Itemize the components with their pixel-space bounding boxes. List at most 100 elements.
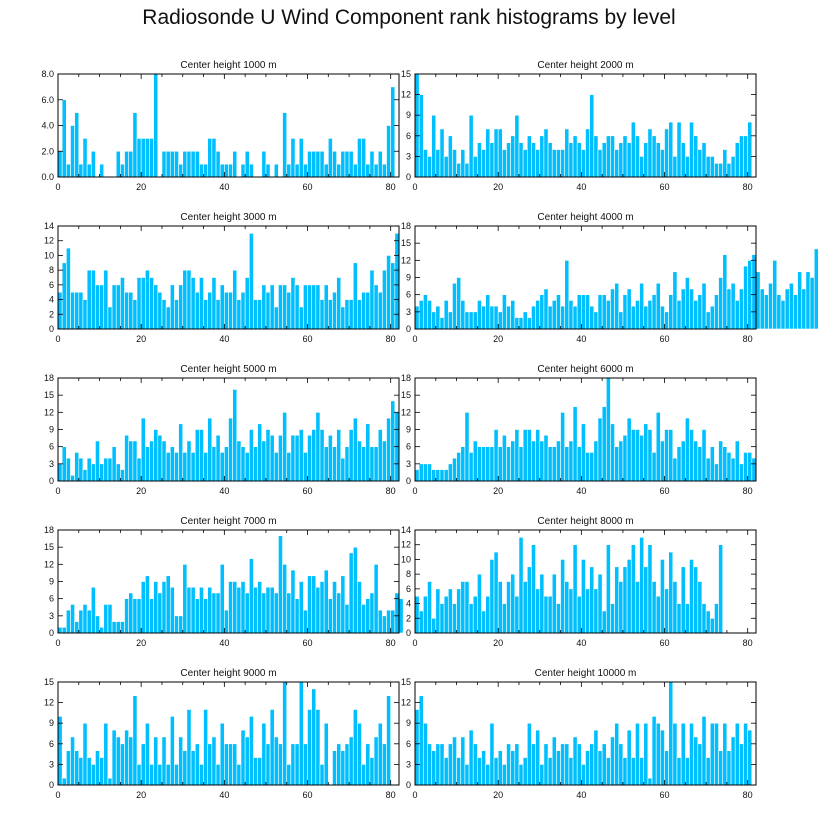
bar: [506, 581, 511, 634]
bar: [472, 311, 478, 330]
bar: [618, 311, 624, 330]
bar: [369, 757, 375, 786]
bar: [278, 743, 283, 786]
y-tick-label: 0: [406, 476, 411, 486]
bar: [605, 135, 611, 178]
y-tick-label: 12: [44, 407, 54, 417]
bar: [70, 291, 75, 330]
bar: [427, 743, 432, 786]
bar: [282, 681, 288, 786]
bar: [726, 288, 732, 330]
bar: [593, 311, 599, 330]
x-tick-label: 60: [660, 486, 670, 496]
bar: [510, 135, 516, 178]
bar: [145, 446, 150, 482]
y-tick-label: 15: [401, 677, 411, 687]
bar: [273, 306, 279, 330]
bar: [373, 446, 379, 482]
y-tick-label: 6: [406, 290, 411, 300]
bar: [128, 440, 134, 482]
x-tick-label: 80: [743, 638, 753, 648]
bar: [90, 269, 96, 330]
bar: [605, 300, 611, 330]
panel-title: Center height 5000 m: [180, 364, 276, 375]
bar: [452, 603, 457, 634]
bar: [236, 440, 242, 482]
x-tick-label: 60: [303, 638, 313, 648]
bar: [593, 588, 599, 634]
bar: [211, 592, 217, 634]
bar: [701, 716, 707, 786]
bar: [452, 736, 457, 786]
bar: [477, 300, 482, 330]
bar: [601, 610, 607, 634]
bar: [668, 429, 674, 482]
bar: [286, 764, 292, 786]
bar: [357, 299, 362, 330]
bar: [739, 135, 744, 178]
bar: [224, 446, 229, 482]
main-title: Radiosonde U Wind Component rank histogr…: [142, 6, 676, 29]
bar: [535, 429, 541, 482]
bar: [639, 156, 645, 178]
bar: [497, 311, 503, 330]
bar: [228, 163, 233, 178]
bar: [70, 474, 75, 482]
bar: [228, 417, 233, 482]
bar: [439, 128, 445, 178]
bar: [651, 452, 657, 482]
bar: [747, 121, 753, 178]
bar: [739, 463, 744, 482]
bar: [257, 299, 263, 330]
bar: [443, 469, 449, 482]
bar: [535, 149, 541, 178]
bar: [107, 457, 113, 482]
panel-10: Center height 10000 m 0 3 6 9 12 15 0 20 40 60 80: [401, 668, 757, 800]
y-tick-label: 6: [49, 280, 54, 290]
bar: [705, 757, 711, 786]
y-tick-label: 9: [406, 110, 411, 120]
y-tick-label: 0: [406, 628, 411, 638]
bar: [668, 294, 674, 330]
bar: [547, 446, 553, 482]
bar: [336, 743, 342, 786]
bar: [219, 722, 225, 786]
bar: [273, 163, 279, 178]
bar: [203, 598, 209, 634]
bar: [153, 73, 159, 178]
x-tick-label: 0: [412, 638, 417, 648]
bar: [303, 452, 308, 482]
bar: [477, 446, 482, 482]
bar: [676, 603, 682, 634]
bar: [605, 544, 611, 634]
y-tick-label: 15: [44, 677, 54, 687]
bar: [74, 112, 80, 178]
bar: [248, 558, 254, 634]
bar: [610, 423, 615, 482]
bar: [526, 566, 532, 634]
bar: [319, 764, 325, 786]
bar: [472, 156, 478, 178]
bar: [161, 440, 167, 482]
bar: [161, 299, 167, 330]
bar: [622, 434, 628, 482]
bar: [373, 284, 379, 330]
bar: [390, 262, 396, 330]
y-tick-label: 0: [49, 324, 54, 334]
bar: [581, 294, 586, 330]
bar: [194, 291, 200, 330]
bar: [447, 743, 453, 786]
bar: [643, 423, 649, 482]
x-tick-label: 0: [412, 334, 417, 344]
bar: [286, 291, 292, 330]
bar: [718, 544, 724, 634]
y-tick-label: 3: [49, 459, 54, 469]
bar: [157, 764, 163, 786]
bar: [145, 575, 150, 634]
bar: [261, 722, 267, 786]
bar: [676, 300, 682, 330]
bar: [655, 595, 661, 634]
y-tick-label: 6: [49, 442, 54, 452]
bar: [464, 412, 470, 482]
bar: [352, 417, 358, 482]
